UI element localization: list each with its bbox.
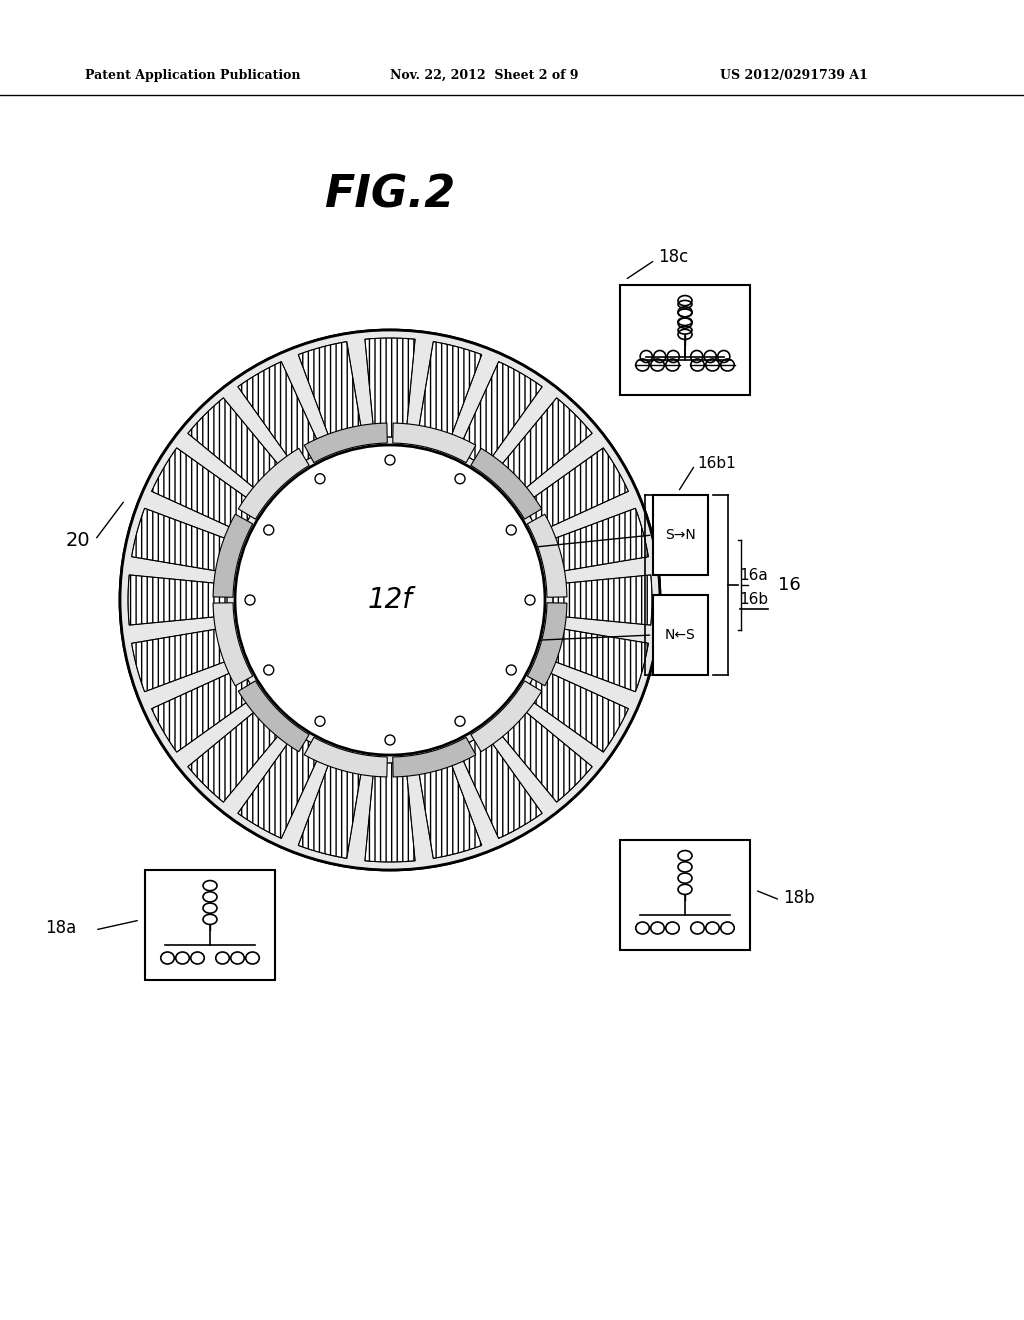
- Polygon shape: [471, 449, 542, 519]
- Polygon shape: [365, 338, 415, 438]
- Bar: [620, 285, 750, 395]
- Polygon shape: [522, 447, 629, 532]
- Text: Nov. 22, 2012  Sheet 2 of 9: Nov. 22, 2012 Sheet 2 of 9: [390, 69, 579, 82]
- Polygon shape: [393, 738, 476, 777]
- Text: 18a: 18a: [45, 919, 76, 937]
- Polygon shape: [393, 422, 476, 463]
- Text: 18c: 18c: [658, 248, 688, 267]
- Text: 16b: 16b: [739, 593, 769, 607]
- Polygon shape: [552, 576, 652, 626]
- Circle shape: [385, 735, 395, 744]
- Circle shape: [385, 455, 395, 465]
- Circle shape: [264, 665, 273, 675]
- Polygon shape: [527, 515, 567, 597]
- Circle shape: [455, 474, 465, 483]
- Text: 12f: 12f: [368, 586, 413, 614]
- Polygon shape: [471, 681, 542, 751]
- Polygon shape: [527, 603, 567, 686]
- Polygon shape: [543, 508, 648, 573]
- Polygon shape: [238, 362, 323, 467]
- Circle shape: [455, 717, 465, 726]
- Text: 16: 16: [777, 576, 800, 594]
- Circle shape: [234, 445, 545, 755]
- Polygon shape: [304, 738, 387, 777]
- Polygon shape: [522, 668, 629, 752]
- Circle shape: [506, 525, 516, 535]
- Circle shape: [315, 474, 325, 483]
- Bar: [620, 840, 750, 950]
- Polygon shape: [417, 752, 481, 858]
- Text: FIG.2: FIG.2: [325, 173, 456, 216]
- Polygon shape: [494, 397, 592, 496]
- Polygon shape: [239, 449, 309, 519]
- Circle shape: [264, 525, 273, 535]
- Polygon shape: [417, 342, 481, 447]
- Polygon shape: [238, 733, 323, 838]
- Polygon shape: [239, 681, 309, 751]
- Circle shape: [315, 717, 325, 726]
- Circle shape: [120, 330, 660, 870]
- Bar: [145, 870, 275, 979]
- Polygon shape: [458, 733, 542, 838]
- Polygon shape: [304, 422, 387, 463]
- Polygon shape: [213, 603, 253, 686]
- Polygon shape: [128, 576, 227, 626]
- Polygon shape: [298, 752, 364, 858]
- Text: 16a: 16a: [739, 568, 768, 582]
- Circle shape: [300, 510, 480, 690]
- Text: 20: 20: [66, 531, 90, 549]
- Text: 18b: 18b: [783, 888, 815, 907]
- Polygon shape: [298, 342, 364, 447]
- Bar: [652, 495, 708, 576]
- Polygon shape: [187, 397, 287, 496]
- Circle shape: [506, 665, 516, 675]
- Bar: [652, 595, 708, 675]
- Circle shape: [525, 595, 535, 605]
- Circle shape: [245, 595, 255, 605]
- Text: US 2012/0291739 A1: US 2012/0291739 A1: [720, 69, 868, 82]
- Polygon shape: [365, 762, 415, 862]
- Polygon shape: [152, 447, 257, 532]
- Polygon shape: [458, 362, 542, 467]
- Polygon shape: [132, 508, 238, 573]
- Polygon shape: [187, 704, 287, 803]
- Polygon shape: [132, 627, 238, 692]
- Polygon shape: [494, 704, 592, 803]
- Text: N←S: N←S: [665, 628, 695, 642]
- Text: S→N: S→N: [665, 528, 695, 543]
- Text: Patent Application Publication: Patent Application Publication: [85, 69, 300, 82]
- Text: 16b1: 16b1: [697, 455, 736, 470]
- Polygon shape: [152, 668, 257, 752]
- Polygon shape: [543, 627, 648, 692]
- Polygon shape: [213, 515, 253, 597]
